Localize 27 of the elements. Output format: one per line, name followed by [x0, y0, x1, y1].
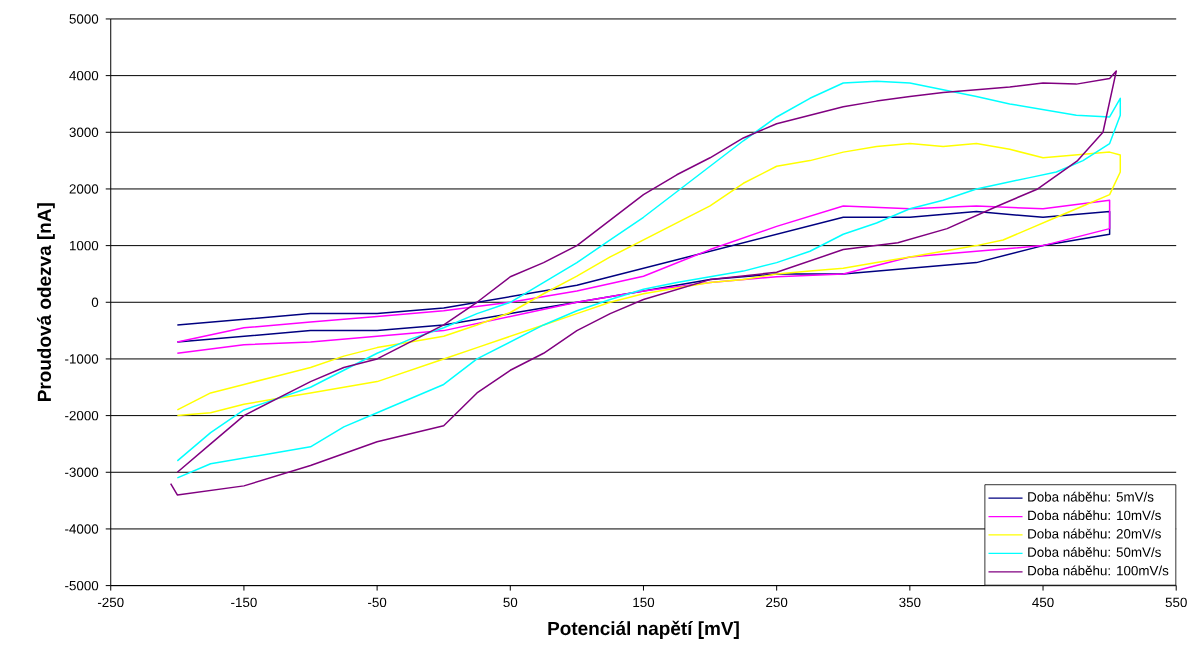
legend-label: Doba náběhu: 50mV/s	[1028, 546, 1161, 557]
legend-label: Doba náběhu: 20mV/s	[1028, 528, 1161, 539]
x-tick-label: 350	[899, 597, 921, 607]
x-axis-title: Potenciál napětí [mV]	[548, 620, 739, 639]
y-tick-label: 1000	[70, 240, 99, 251]
x-tick-label: 250	[766, 597, 788, 607]
x-tick-label: 150	[633, 597, 655, 607]
x-tick-label: 450	[1032, 597, 1054, 607]
y-axis-title: Proudová odezva [nA]	[36, 203, 55, 401]
x-tick-label: 550	[1165, 597, 1187, 607]
y-tick-label: 4000	[69, 70, 99, 81]
x-tick-label: -150	[231, 597, 257, 607]
legend-label: Doba náběhu: 5mV/s	[1028, 491, 1154, 502]
x-tick-label: 50	[503, 597, 518, 607]
y-tick-label: 5000	[69, 14, 99, 24]
y-tick-label: 3000	[69, 127, 99, 137]
y-tick-label: -1000	[65, 354, 99, 364]
y-tick-label: -5000	[65, 580, 99, 591]
y-tick-label: -2000	[65, 410, 99, 421]
x-tick-label: -250	[97, 597, 124, 607]
y-tick-label: 2000	[69, 184, 99, 194]
legend-label: Doba náběhu: 10mV/s	[1028, 509, 1161, 520]
y-tick-label: -4000	[65, 523, 99, 534]
y-tick-label: -3000	[65, 467, 99, 477]
x-tick-label: -50	[368, 597, 387, 607]
y-tick-label: 0	[91, 297, 99, 307]
legend-label: Doba náběhu: 100mV/s	[1028, 565, 1169, 576]
